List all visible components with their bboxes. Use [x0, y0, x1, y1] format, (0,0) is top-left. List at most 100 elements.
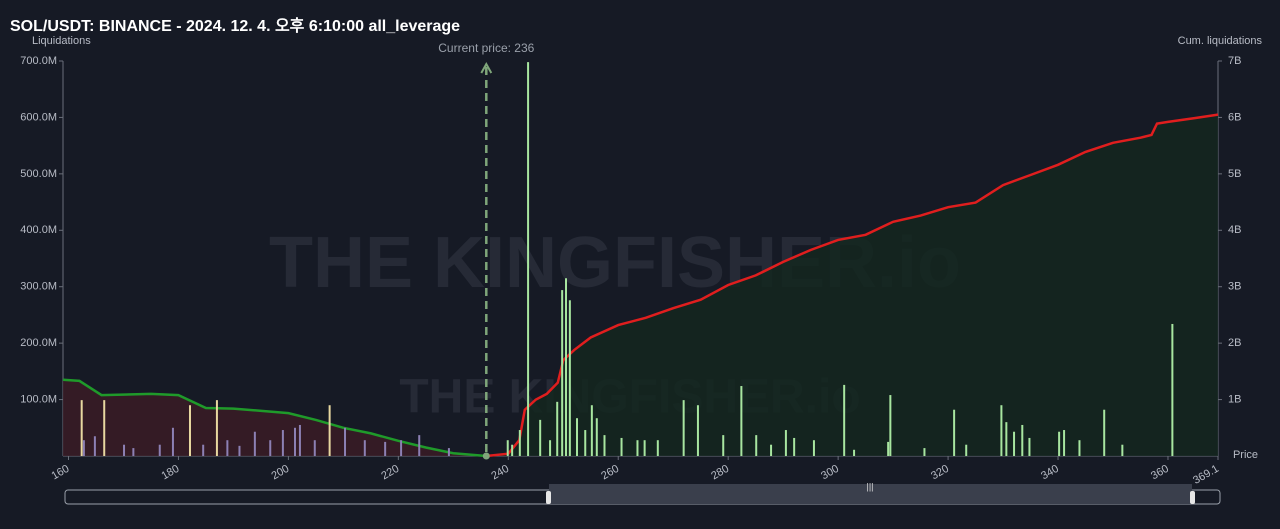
bar	[123, 444, 126, 456]
bar	[447, 448, 450, 456]
current-price-arrow	[480, 61, 493, 74]
y-tick-label: 100.0M	[20, 393, 57, 405]
y2-tick-label: 3B	[1228, 281, 1241, 293]
cum-area	[486, 114, 1218, 456]
bar	[226, 440, 229, 456]
bar	[281, 430, 284, 456]
bar	[770, 444, 773, 456]
y-tick-label: 500.0M	[20, 168, 57, 180]
y2-tick-label: 6B	[1228, 111, 1241, 123]
bar	[568, 300, 571, 456]
bar	[1021, 424, 1024, 456]
bar	[1005, 422, 1008, 456]
bar	[313, 440, 316, 456]
y2-tick-label: 5B	[1228, 168, 1241, 180]
bar	[636, 440, 639, 456]
y-tick-label: 300.0M	[20, 281, 57, 293]
scrollbar-handle[interactable]	[546, 491, 551, 504]
bar	[1171, 323, 1174, 456]
bar	[755, 435, 758, 456]
bar	[539, 419, 542, 456]
bar	[556, 401, 559, 456]
bar	[722, 435, 725, 456]
bar	[103, 400, 106, 456]
bar	[584, 430, 587, 456]
bar	[202, 444, 205, 456]
bar	[565, 278, 568, 456]
bar	[561, 290, 564, 456]
chart-title: SOL/USDT: BINANCE - 2024. 12. 4. 오후 6:10…	[10, 16, 460, 35]
cum-line	[486, 113, 1219, 458]
bar	[215, 400, 218, 456]
y-tick-label: 200.0M	[20, 337, 57, 349]
bar	[400, 440, 403, 456]
current-price-label: Current price: 236	[438, 41, 534, 55]
bar	[253, 431, 256, 456]
bar	[843, 384, 846, 456]
scrollbar-thumb[interactable]	[549, 484, 1192, 504]
y2-tick-label: 7B	[1228, 55, 1241, 67]
y2-tick-label: 4B	[1228, 224, 1241, 236]
bar	[696, 405, 699, 456]
bar	[576, 418, 579, 456]
y-tick-label: 700.0M	[20, 55, 57, 67]
bar	[1063, 430, 1066, 456]
bar	[344, 427, 347, 456]
bar	[1013, 431, 1016, 456]
y2-axis-label: Cum. liquidations	[1178, 35, 1263, 47]
bar	[298, 424, 301, 456]
bar	[853, 449, 856, 456]
bar	[158, 444, 161, 456]
bar	[923, 448, 926, 456]
bar	[1121, 444, 1124, 456]
bar	[1078, 440, 1081, 456]
bar	[656, 440, 659, 456]
bar	[965, 444, 968, 456]
bar	[328, 405, 331, 456]
y2-tick-label: 2B	[1228, 337, 1241, 349]
bar	[269, 440, 272, 456]
bar	[889, 395, 892, 456]
bar	[1103, 409, 1106, 456]
bar	[793, 437, 796, 456]
scrollbar-grip: |||	[866, 481, 873, 491]
bar	[887, 441, 890, 456]
scrollbar-handle[interactable]	[1190, 491, 1195, 504]
bar	[1058, 431, 1061, 456]
bar	[293, 427, 296, 456]
bar	[549, 440, 552, 456]
y-axis-label: Liquidations	[32, 35, 91, 47]
bar	[784, 430, 787, 456]
bar	[518, 430, 521, 456]
bar	[682, 400, 685, 456]
bar	[93, 436, 96, 456]
plot: 100.0M 200.0M 300.0M 400.0M 500.0M 600.0M 700.…	[20, 41, 1241, 487]
bar	[188, 405, 191, 456]
bar	[590, 405, 593, 456]
bar	[812, 440, 815, 456]
y-tick-label: 600.0M	[20, 111, 57, 123]
bar	[80, 400, 83, 456]
bar	[740, 386, 743, 456]
bar	[1028, 437, 1031, 456]
bar	[506, 440, 509, 456]
bar	[132, 448, 135, 456]
bar	[953, 409, 956, 456]
bar	[1000, 405, 1003, 456]
cum-line	[62, 378, 487, 458]
bar	[418, 435, 421, 456]
bar	[595, 418, 598, 456]
bar	[363, 440, 366, 456]
x-axis-label: Price	[1233, 449, 1258, 461]
bar	[511, 444, 514, 456]
bar	[527, 62, 530, 456]
bar	[643, 440, 646, 456]
current-price-dot	[482, 452, 490, 460]
bar	[384, 441, 387, 456]
bar	[620, 437, 623, 456]
bar	[171, 427, 174, 456]
bar	[82, 440, 85, 456]
y2-tick-label: 1B	[1228, 393, 1241, 405]
